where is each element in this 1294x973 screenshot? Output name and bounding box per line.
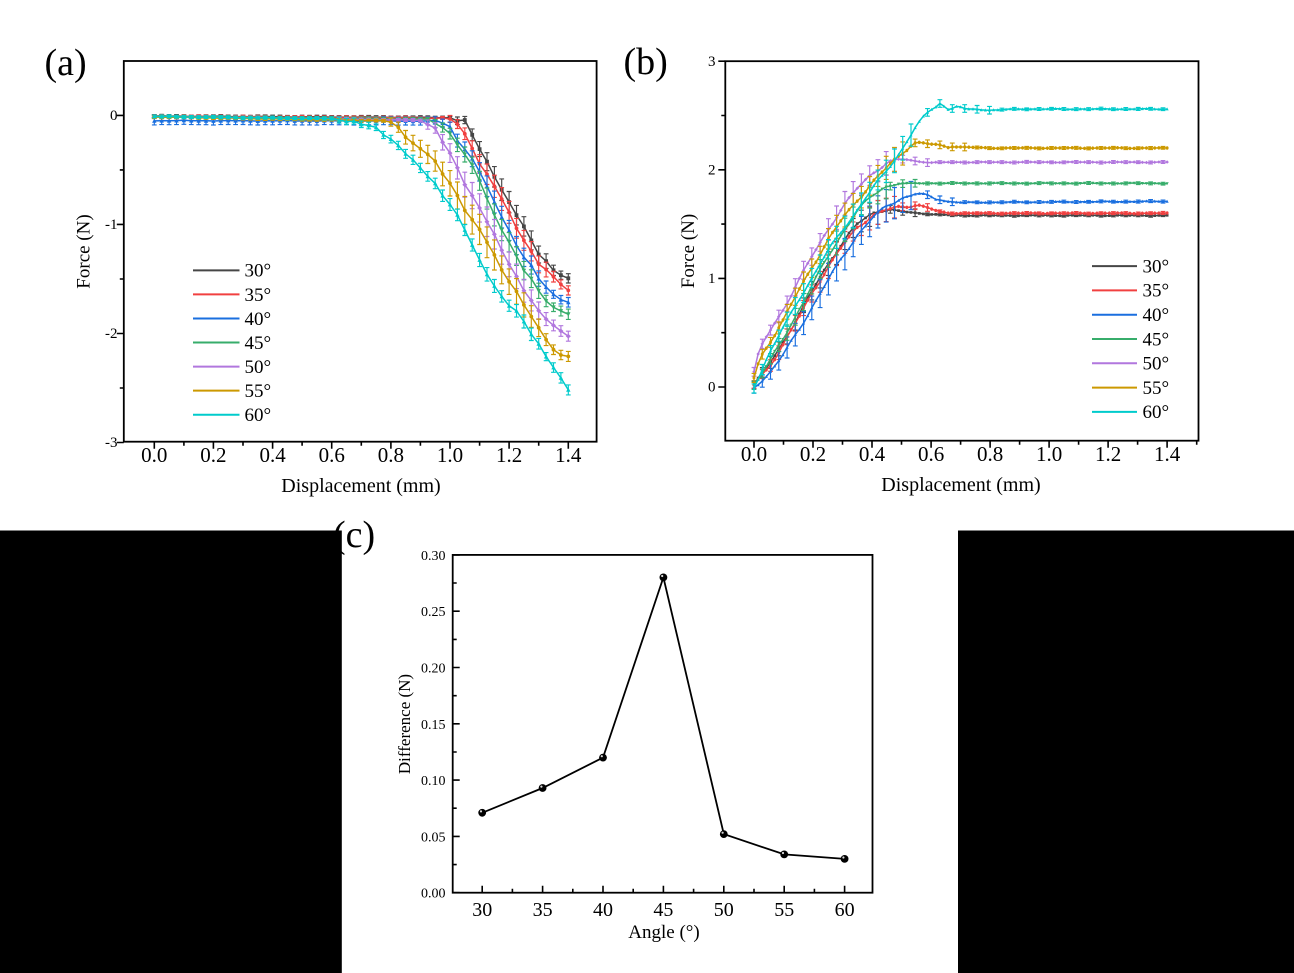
svg-text:40: 40	[593, 899, 613, 921]
svg-text:50°: 50°	[245, 357, 272, 378]
svg-text:-1: -1	[105, 217, 118, 233]
svg-text:1.0: 1.0	[1036, 442, 1062, 466]
svg-text:Displacement (mm): Displacement (mm)	[881, 474, 1040, 496]
svg-text:55: 55	[774, 899, 794, 921]
svg-text:Force (N): Force (N)	[74, 214, 95, 288]
svg-text:3: 3	[708, 54, 716, 70]
svg-text:(b): (b)	[624, 41, 668, 83]
svg-text:50°: 50°	[1143, 354, 1170, 375]
svg-text:2: 2	[708, 162, 716, 178]
svg-text:0: 0	[708, 380, 716, 396]
svg-text:45°: 45°	[245, 333, 272, 354]
svg-text:50: 50	[714, 899, 734, 921]
svg-text:0.2: 0.2	[200, 443, 226, 467]
svg-text:-3: -3	[105, 435, 118, 451]
svg-text:40°: 40°	[1143, 305, 1170, 326]
svg-text:1: 1	[708, 271, 716, 287]
svg-text:0.6: 0.6	[319, 443, 345, 467]
svg-text:45°: 45°	[1143, 329, 1170, 350]
svg-text:0.4: 0.4	[859, 442, 886, 466]
svg-text:60°: 60°	[245, 405, 272, 426]
svg-text:0.20: 0.20	[421, 662, 446, 677]
svg-text:0.05: 0.05	[421, 830, 446, 845]
svg-text:55°: 55°	[245, 381, 272, 402]
svg-text:0.0: 0.0	[741, 442, 767, 466]
svg-text:35°: 35°	[1143, 281, 1170, 302]
svg-text:55°: 55°	[1143, 378, 1170, 399]
svg-text:0.6: 0.6	[918, 442, 944, 466]
svg-text:0: 0	[110, 108, 118, 124]
svg-text:1.4: 1.4	[1154, 442, 1181, 466]
svg-text:(c): (c)	[333, 514, 375, 556]
svg-text:30°: 30°	[1143, 256, 1170, 277]
svg-text:0.0: 0.0	[141, 443, 167, 467]
svg-text:0.30: 0.30	[421, 549, 446, 564]
svg-text:(a): (a)	[45, 42, 87, 84]
svg-text:Angle (°): Angle (°)	[628, 922, 699, 943]
svg-text:Force (N): Force (N)	[678, 214, 699, 288]
svg-text:0.8: 0.8	[378, 443, 404, 467]
svg-text:60°: 60°	[1143, 402, 1170, 423]
svg-text:1.2: 1.2	[1095, 442, 1121, 466]
svg-text:35°: 35°	[245, 285, 272, 306]
svg-text:30: 30	[472, 899, 492, 921]
svg-text:0.15: 0.15	[421, 718, 446, 733]
svg-text:0.8: 0.8	[977, 442, 1003, 466]
svg-text:1.4: 1.4	[555, 443, 582, 467]
svg-text:35: 35	[533, 899, 553, 921]
svg-text:0.25: 0.25	[421, 605, 446, 620]
svg-text:30°: 30°	[245, 261, 272, 282]
svg-text:45: 45	[653, 899, 673, 921]
svg-text:-2: -2	[105, 326, 118, 342]
svg-text:40°: 40°	[245, 309, 272, 330]
svg-text:0.2: 0.2	[800, 442, 826, 466]
svg-text:1.2: 1.2	[496, 443, 522, 467]
svg-text:60: 60	[835, 899, 855, 921]
svg-text:1.0: 1.0	[437, 443, 463, 467]
svg-text:0.00: 0.00	[421, 887, 446, 902]
svg-text:Difference (N): Difference (N)	[395, 674, 414, 774]
svg-text:0.10: 0.10	[421, 774, 446, 789]
svg-text:Displacement (mm): Displacement (mm)	[281, 475, 440, 497]
svg-text:0.4: 0.4	[259, 443, 286, 467]
